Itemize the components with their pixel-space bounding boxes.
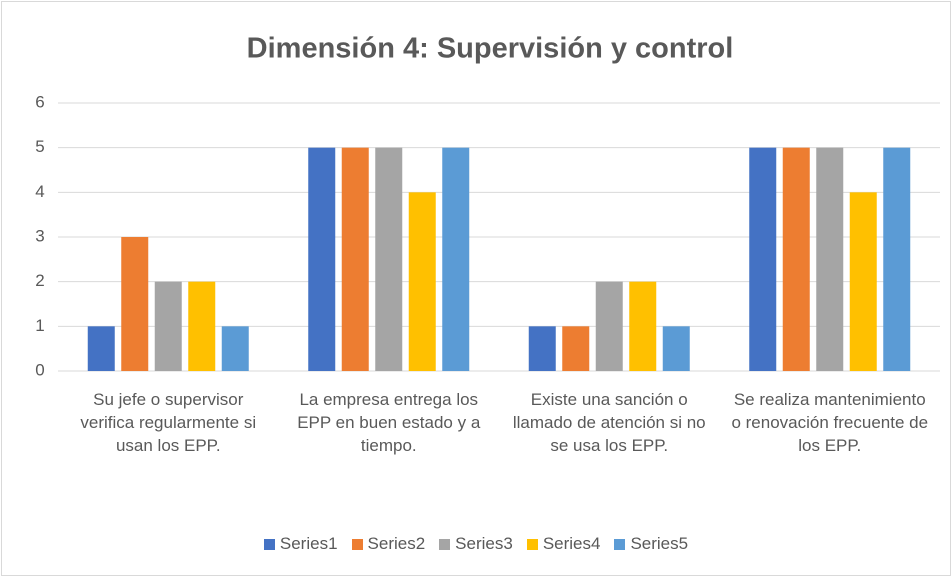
bar: [782, 147, 810, 371]
bar: [154, 281, 182, 371]
bar: [308, 147, 336, 371]
chart-title: Dimensión 4: Supervisión y control: [247, 33, 734, 65]
legend-label: Series2: [367, 534, 426, 553]
bar: [87, 326, 115, 371]
bar: [595, 281, 623, 371]
bar: [528, 326, 556, 371]
x-tick-label: Existe una sanción o llamado de atención…: [512, 390, 706, 455]
bar: [221, 326, 249, 371]
bar: [121, 237, 149, 371]
y-tick-label: 6: [35, 92, 44, 111]
y-tick-label: 0: [35, 360, 44, 379]
x-tick-label: Su jefe o supervisor verifica regularmen…: [80, 390, 257, 455]
legend-label: Series4: [542, 534, 601, 553]
bar: [562, 326, 590, 371]
x-tick-label: La empresa entrega los EPP en buen estad…: [297, 390, 481, 455]
x-tick-label: Se realiza mantenimiento o renovación fr…: [731, 390, 929, 455]
legend-label: Series1: [279, 534, 338, 553]
bar: [408, 192, 436, 371]
bar: [442, 147, 470, 371]
legend-item: Series4: [526, 534, 601, 554]
legend-label: Series3: [455, 534, 513, 553]
y-tick-label: 4: [35, 182, 44, 201]
bar: [375, 147, 403, 371]
y-tick-label: 3: [35, 226, 44, 245]
legend-swatch: [526, 538, 538, 550]
legend-swatch: [614, 538, 626, 550]
legend-item: Series2: [351, 534, 426, 554]
legend-item: Series5: [614, 534, 688, 554]
bar: [662, 326, 690, 371]
legend-item: Series3: [439, 534, 513, 554]
legend-swatch: [439, 538, 451, 550]
legend: Series1 Series2 Series3 Series4 Series5: [0, 534, 952, 554]
bar: [188, 281, 216, 371]
legend-label: Series5: [630, 534, 689, 553]
y-tick-label: 5: [35, 137, 44, 156]
legend-swatch: [263, 538, 275, 550]
bar: [849, 192, 877, 371]
bar: [341, 147, 369, 371]
y-tick-label: 2: [35, 271, 44, 290]
bar: [629, 281, 657, 371]
bar: [749, 147, 777, 371]
bar: [883, 147, 911, 371]
bar: [816, 147, 844, 371]
legend-swatch: [351, 538, 363, 550]
legend-item: Series1: [263, 534, 338, 554]
y-tick-label: 1: [35, 316, 44, 335]
